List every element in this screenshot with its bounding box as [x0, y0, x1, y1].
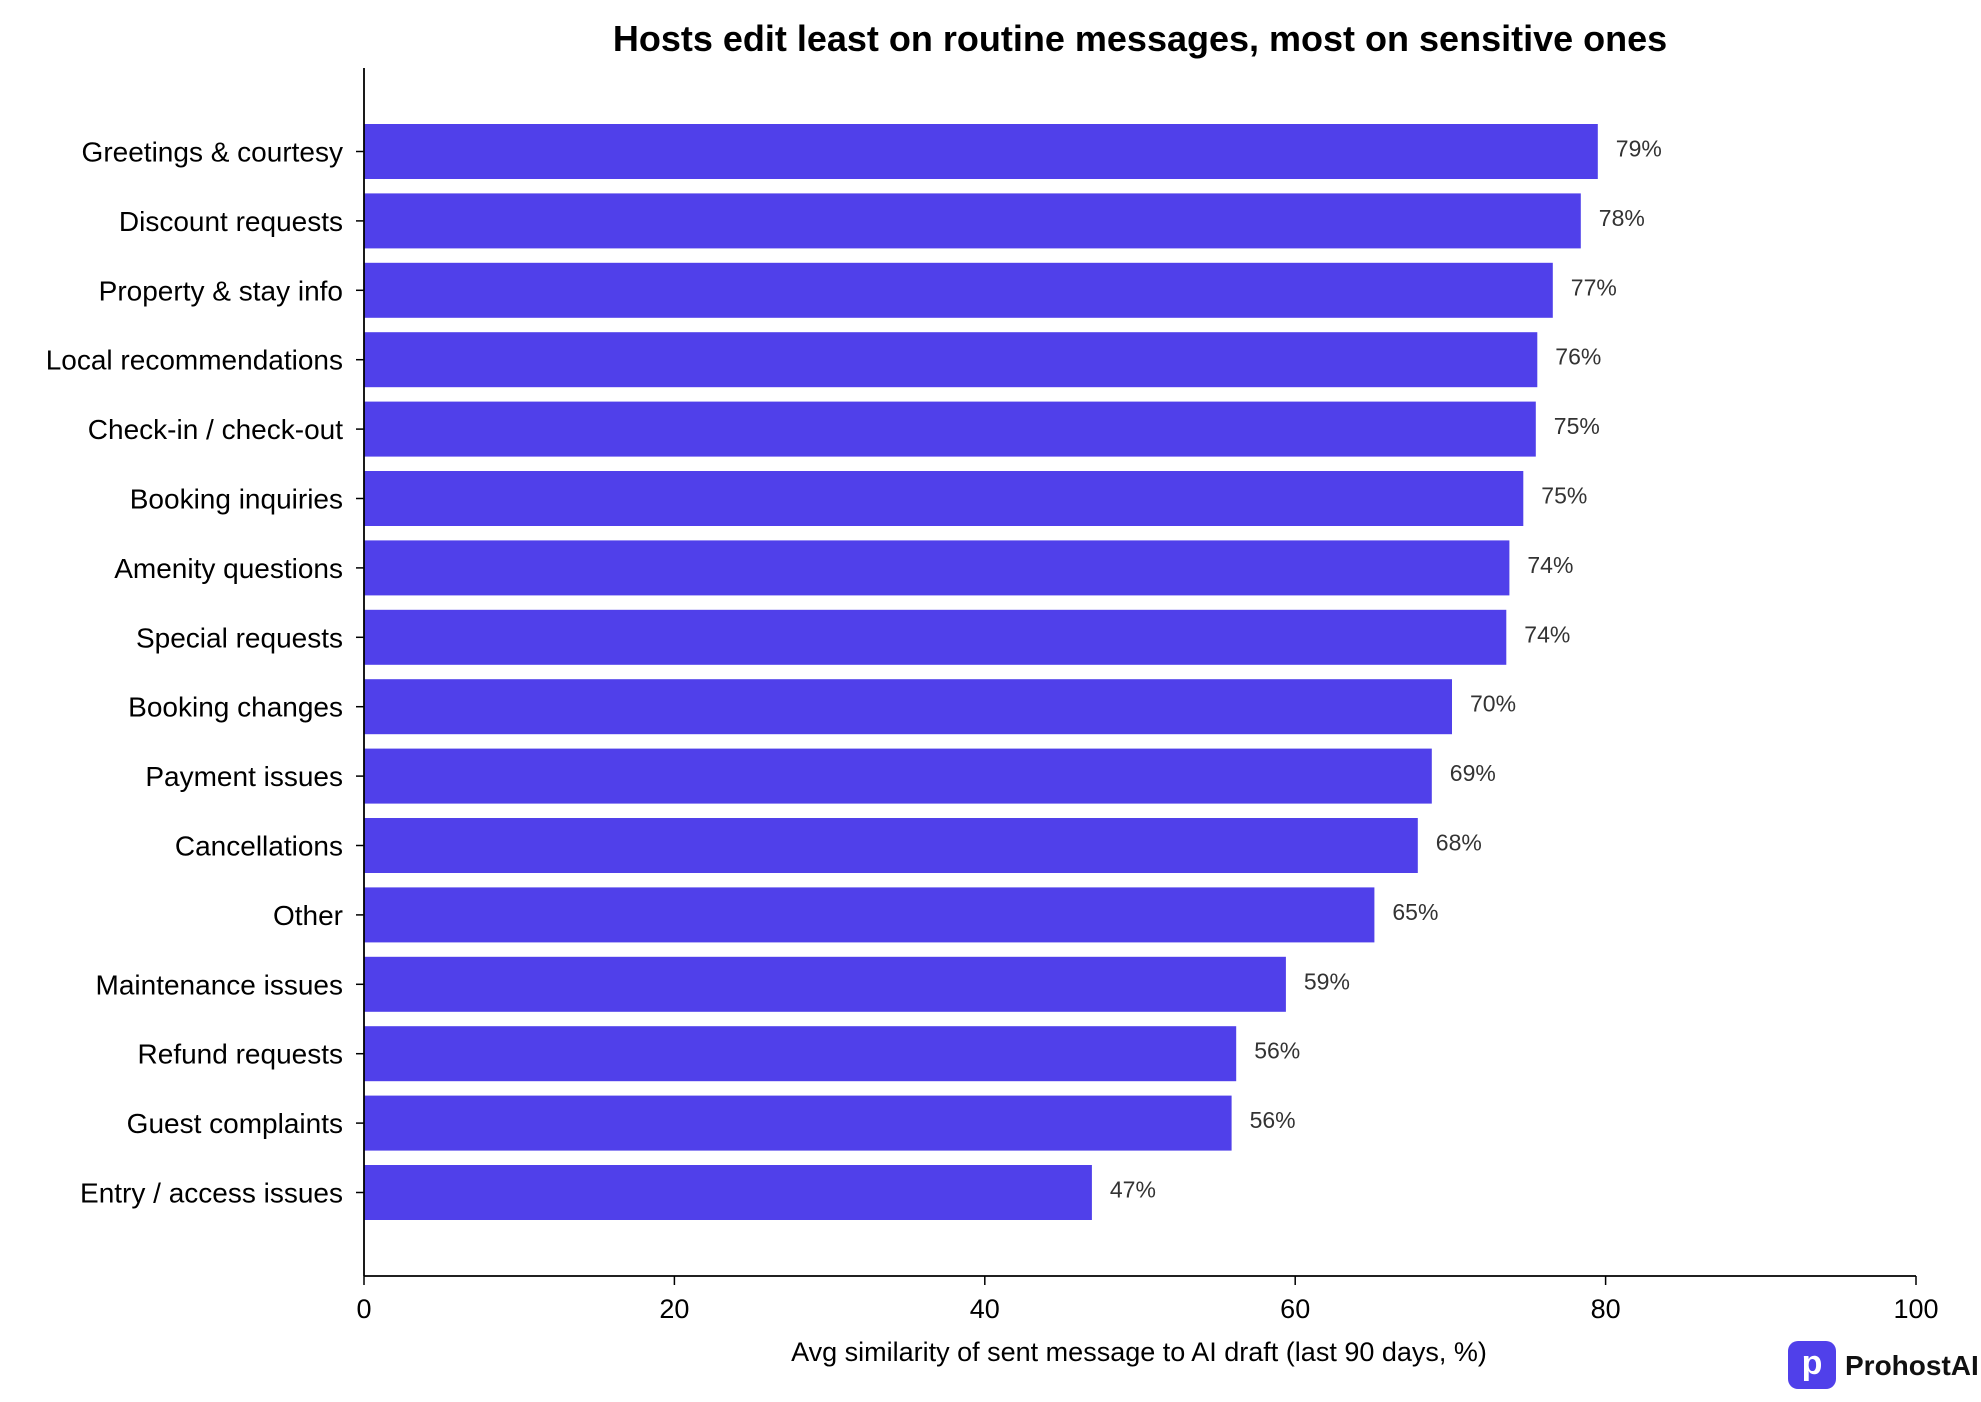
bar: [364, 679, 1452, 735]
bar: [364, 1165, 1092, 1220]
bar: [364, 818, 1418, 873]
value-label: 74%: [1527, 552, 1573, 578]
x-tick-label: 20: [659, 1294, 689, 1324]
category-labels: Greetings & courtesy Discount requests Pro…: [46, 137, 343, 1209]
category-label: Guest complaints: [127, 1108, 343, 1139]
category-label: Check-in / check-out: [88, 414, 343, 445]
value-label: 79%: [1616, 136, 1662, 162]
bar: [364, 124, 1598, 179]
chart-title: Hosts edit least on routine messages, mo…: [613, 18, 1667, 59]
bar: [364, 609, 1507, 665]
category-label: Booking changes: [128, 692, 343, 723]
bar: [364, 540, 1510, 596]
value-label: 69%: [1450, 760, 1496, 786]
value-labels: 79% 78% 77% 76% 75% 75% 74% 74% 70% 69% 68% 65% 59% 5…: [1110, 136, 1662, 1203]
value-label: 77%: [1571, 274, 1617, 300]
category-label: Amenity questions: [114, 553, 343, 584]
category-label: Booking inquiries: [130, 484, 343, 515]
value-label: 56%: [1254, 1038, 1300, 1064]
bars-layer: [364, 124, 1598, 1220]
x-tick-label: 0: [356, 1294, 371, 1324]
brand-mark-icon: [1788, 1341, 1836, 1389]
category-label: Property & stay info: [99, 275, 343, 306]
value-label: 75%: [1554, 413, 1600, 439]
value-label: 70%: [1470, 691, 1516, 717]
x-tick-label: 60: [1280, 1294, 1310, 1324]
x-tick-label: 40: [970, 1294, 1000, 1324]
bar: [364, 262, 1553, 318]
bar: [364, 1026, 1237, 1082]
x-ticks: 0 20 40 60 80 100: [356, 1276, 1939, 1324]
bar: [364, 332, 1538, 388]
brand-mark-letter: p: [1802, 1344, 1823, 1382]
category-label: Maintenance issues: [96, 969, 343, 1000]
bar: [364, 193, 1581, 249]
bar: [364, 748, 1432, 804]
brand-name: ProhostAI: [1845, 1350, 1979, 1381]
category-label: Other: [273, 900, 343, 931]
value-label: 65%: [1392, 899, 1438, 925]
x-axis-title: Avg similarity of sent message to AI dra…: [791, 1337, 1487, 1367]
category-label: Special requests: [136, 622, 343, 653]
axes: [356, 68, 1916, 1277]
category-label: Discount requests: [119, 206, 343, 237]
value-label: 75%: [1541, 483, 1587, 509]
category-label: Cancellations: [175, 831, 343, 862]
bar: [364, 956, 1286, 1012]
x-tick-label: 80: [1591, 1294, 1621, 1324]
category-label: Greetings & courtesy: [82, 137, 343, 168]
brand-logo: p ProhostAI: [1788, 1341, 1979, 1389]
value-label: 76%: [1555, 344, 1601, 370]
category-label: Entry / access issues: [80, 1178, 343, 1209]
category-label: Payment issues: [145, 761, 343, 792]
bar: [364, 401, 1536, 457]
value-label: 74%: [1524, 621, 1570, 647]
category-label: Refund requests: [138, 1039, 343, 1070]
value-label: 56%: [1250, 1107, 1296, 1133]
value-label: 78%: [1599, 205, 1645, 231]
bar: [364, 471, 1524, 526]
value-label: 59%: [1304, 968, 1350, 994]
bar: [364, 1095, 1232, 1151]
x-tick-label: 100: [1893, 1294, 1938, 1324]
category-label: Local recommendations: [46, 345, 343, 376]
value-label: 68%: [1436, 830, 1482, 856]
value-label: 47%: [1110, 1177, 1156, 1203]
bar: [364, 887, 1375, 943]
